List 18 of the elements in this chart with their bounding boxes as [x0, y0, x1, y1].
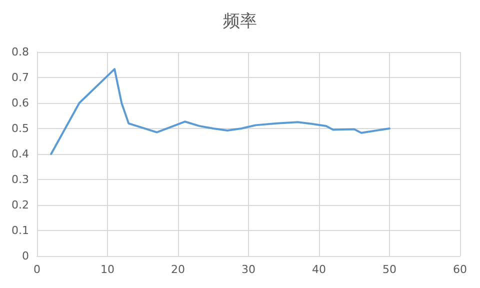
x-tick-label: 50 [382, 263, 396, 276]
chart-title: 频率 [223, 12, 257, 32]
y-tick-label: 0 [22, 250, 29, 262]
y-tick-label: 0.2 [12, 198, 29, 212]
line-series [50, 68, 390, 155]
y-tick-label: 0.3 [12, 173, 29, 186]
x-tick-label: 10 [100, 263, 114, 276]
y-tick-label: 0.6 [12, 96, 29, 110]
y-tick-label: 0.7 [12, 71, 29, 84]
x-tick-label: 30 [242, 263, 256, 276]
y-tick-label: 0.8 [12, 46, 29, 58]
y-tick-label: 0.5 [12, 122, 29, 135]
x-tick-label: 60 [453, 263, 467, 276]
x-tick-label: 20 [171, 263, 185, 276]
y-tick-label: 0.1 [12, 224, 29, 237]
y-tick-label: 0.4 [12, 148, 29, 160]
x-tick-label: 40 [312, 263, 326, 276]
x-tick-label: 0 [34, 263, 40, 276]
